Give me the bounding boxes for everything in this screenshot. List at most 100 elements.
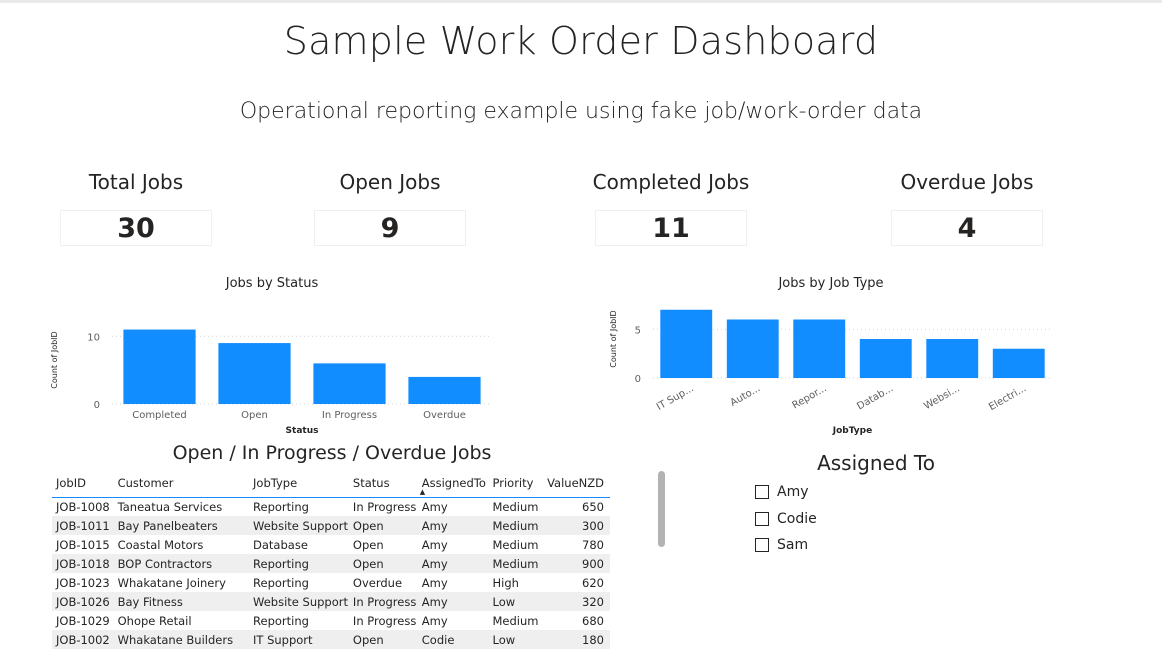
jobtype-chart-title: Jobs by Job Type <box>778 276 884 291</box>
cell-priority: Medium <box>492 537 539 552</box>
cell-customer: Whakatane Builders <box>113 630 250 649</box>
bar[interactable] <box>859 339 912 378</box>
table-row[interactable]: JOB-1029 Ohope Retail Reporting In Progress… <box>52 611 610 630</box>
table-row[interactable]: JOB-1002 Whakatane Builders IT Support Open… <box>52 630 610 649</box>
jobs-by-status-chart[interactable]: 0 10 Completed Open In Progress Overdue Status… <box>40 296 510 442</box>
cell-jobtype: Database <box>253 537 308 552</box>
x-tick-label: Electri... <box>987 383 1028 413</box>
cell-jobid: JOB-1029 <box>56 613 110 628</box>
kpi-total-jobs-value[interactable]: 30 <box>60 210 212 246</box>
checkbox-icon[interactable] <box>755 512 769 526</box>
cell-jobtype: Reporting <box>249 554 349 573</box>
slicer-item-label: Codie <box>777 511 817 527</box>
kpi-overdue-jobs-label: Overdue Jobs <box>900 170 1034 194</box>
bar[interactable] <box>218 343 291 404</box>
bar[interactable] <box>408 376 481 404</box>
cell-customer: Bay Fitness <box>113 592 250 611</box>
cell-valuenzd: 320 <box>543 592 610 611</box>
cell-assignedto: Codie <box>417 630 489 649</box>
bar[interactable] <box>992 348 1045 378</box>
slicer-item-amy[interactable]: Amy <box>755 484 809 500</box>
dashboard-title: Sample Work Order Dashboard <box>283 19 879 63</box>
cell-valuenzd: 300 <box>543 516 610 535</box>
slicer-scrollbar[interactable] <box>658 471 665 547</box>
y-tick-label: 10 <box>87 332 100 343</box>
y-tick-label: 0 <box>94 400 100 411</box>
checkbox-icon[interactable] <box>755 538 769 552</box>
slicer-item-label: Amy <box>777 484 809 500</box>
cell-jobid: JOB-1002 <box>52 630 114 649</box>
x-tick-label: Websi... <box>922 383 962 412</box>
bar[interactable] <box>793 319 846 379</box>
slicer-item-sam[interactable]: Sam <box>755 537 808 553</box>
cell-jobtype: Reporting <box>253 575 309 590</box>
column-header-status[interactable]: Status <box>348 470 418 498</box>
x-axis-title: JobType <box>832 426 872 436</box>
cell-status: In Progress <box>352 499 417 514</box>
cell-valuenzd: 180 <box>543 630 610 649</box>
x-tick-label: Completed <box>132 410 187 421</box>
cell-assignedto: Amy <box>421 613 448 628</box>
cell-valuenzd: 900 <box>543 554 610 573</box>
cell-status: Open <box>348 554 418 573</box>
kpi-open-jobs-label: Open Jobs <box>339 170 441 194</box>
jobs-table[interactable]: JobID Customer JobType Status AssignedTo… <box>52 470 610 649</box>
cell-priority: Medium <box>492 613 539 628</box>
column-header-assignedto[interactable]: AssignedTo ▲ <box>417 470 489 498</box>
column-header-customer[interactable]: Customer <box>113 470 250 498</box>
sort-ascending-icon: ▲ <box>419 487 426 496</box>
y-tick-label: 5 <box>635 325 641 336</box>
cell-status: Open <box>352 537 384 552</box>
column-header-priority[interactable]: Priority <box>488 470 544 498</box>
cell-status: Open <box>348 630 418 649</box>
cell-jobtype: Reporting <box>253 613 309 628</box>
bar[interactable] <box>660 309 713 378</box>
cell-jobtype: Website Support <box>249 592 349 611</box>
kpi-completed-jobs-value[interactable]: 11 <box>595 210 747 246</box>
column-header-jobid[interactable]: JobID <box>52 470 114 498</box>
y-axis-title: Count of JobID <box>50 331 59 388</box>
cell-jobid: JOB-1023 <box>56 575 110 590</box>
slicer-item-label: Sam <box>777 537 809 553</box>
cell-priority: Low <box>488 592 544 611</box>
slicer-item-codie[interactable]: Codie <box>755 511 817 527</box>
bar[interactable] <box>726 319 779 379</box>
cell-jobtype: Website Support <box>249 516 349 535</box>
column-header-jobtype[interactable]: JobType <box>249 470 349 498</box>
column-header-valuenzd[interactable]: ValueNZD <box>543 470 610 498</box>
table-row[interactable]: JOB-1008 Taneatua Services Reporting In Pro… <box>52 497 610 516</box>
bar[interactable] <box>313 363 386 404</box>
cell-priority: High <box>492 575 519 590</box>
cell-status: Overdue <box>352 575 403 590</box>
x-tick-label: Auto... <box>729 383 763 409</box>
bar[interactable] <box>123 329 196 404</box>
cell-customer: BOP Contractors <box>113 554 250 573</box>
cell-status: Open <box>348 516 418 535</box>
x-tick-label: Open <box>241 410 268 421</box>
table-row[interactable]: JOB-1015 Coastal Motors Database Open Amy Med… <box>52 535 610 554</box>
cell-customer: Bay Panelbeaters <box>113 516 250 535</box>
x-tick-label: IT Sup... <box>655 383 696 413</box>
table-row[interactable]: JOB-1023 Whakatane Joinery Reporting Overdu… <box>52 573 610 592</box>
cell-jobid: JOB-1008 <box>56 499 110 514</box>
y-axis-title: Count of JobID <box>609 310 618 367</box>
cell-valuenzd: 680 <box>582 613 604 628</box>
table-row[interactable]: JOB-1011 Bay Panelbeaters Website Support O… <box>52 516 610 535</box>
cell-jobid: JOB-1018 <box>52 554 114 573</box>
cell-jobtype: Reporting <box>253 499 309 514</box>
cell-status: In Progress <box>348 592 418 611</box>
jobs-by-jobtype-chart[interactable]: 0 5 IT Sup... Auto... Repor... Datab... Websi.… <box>600 296 1070 442</box>
status-chart-title: Jobs by Status <box>225 276 319 291</box>
kpi-overdue-jobs-value[interactable]: 4 <box>891 210 1043 246</box>
cell-valuenzd: 780 <box>582 537 604 552</box>
cell-customer: Whakatane Joinery <box>117 575 226 590</box>
table-row[interactable]: JOB-1018 BOP Contractors Reporting Open Amy M… <box>52 554 610 573</box>
bar[interactable] <box>926 339 979 378</box>
cell-assignedto: Amy <box>417 554 489 573</box>
cell-assignedto: Amy <box>417 516 489 535</box>
checkbox-icon[interactable] <box>755 485 769 499</box>
table-row[interactable]: JOB-1026 Bay Fitness Website Support In Pro… <box>52 592 610 611</box>
x-tick-label: Datab... <box>855 383 895 412</box>
kpi-open-jobs-value[interactable]: 9 <box>314 210 466 246</box>
cell-priority: Medium <box>492 499 539 514</box>
